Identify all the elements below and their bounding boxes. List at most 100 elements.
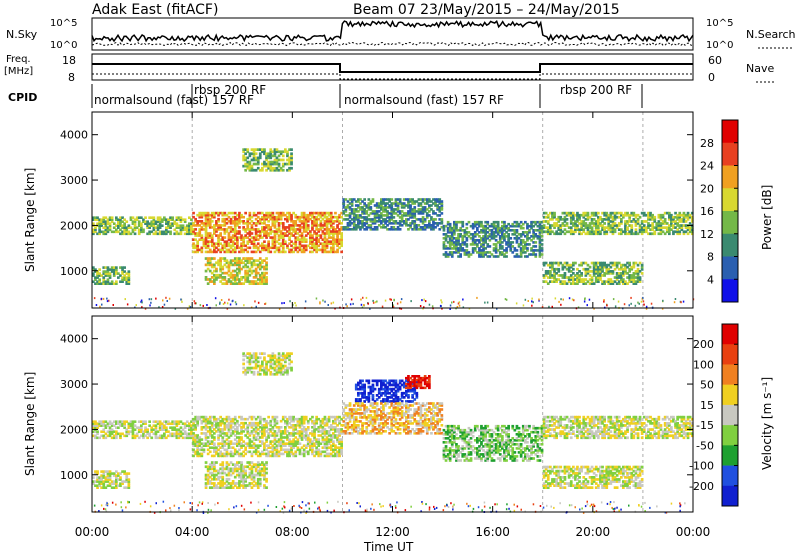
- power-echo-cell: [367, 198, 371, 201]
- power-echo-cell: [636, 272, 640, 275]
- power-echo-cell: [501, 247, 504, 250]
- power-echo-cell: [258, 230, 262, 233]
- power-echo-cell: [254, 230, 258, 233]
- power-echo-cell: [538, 222, 542, 226]
- power-echo-cell: [649, 218, 652, 221]
- power-echo-cell: [402, 198, 406, 201]
- power-scatter-cell: [451, 301, 453, 304]
- power-echo-cell: [284, 217, 287, 221]
- power-echo-cell: [273, 148, 277, 151]
- power-echo-cell: [158, 226, 162, 229]
- power-echo-cell: [409, 200, 412, 203]
- power-echo-cell: [461, 243, 465, 246]
- power-echo-cell: [377, 218, 381, 221]
- power-echo-cell: [190, 228, 193, 232]
- power-echo-cell: [219, 238, 222, 241]
- power-echo-cell: [261, 244, 264, 248]
- power-echo-cell: [265, 168, 268, 172]
- power-echo-cell: [599, 222, 602, 225]
- velocity-echo-cell: [104, 432, 108, 436]
- power-echo-cell: [304, 217, 308, 221]
- velocity-echo-cell: [210, 471, 214, 475]
- power-echo-cell: [423, 210, 427, 213]
- velocity-echo-cell: [321, 440, 325, 443]
- power-echo-cell: [480, 253, 483, 256]
- velocity-echo-cell: [102, 434, 106, 438]
- velocity-echo-cell: [265, 454, 268, 458]
- power-echo-cell: [231, 234, 235, 237]
- power-echo-cell: [665, 228, 669, 231]
- power-scatter-cell: [399, 301, 402, 304]
- power-echo-cell: [238, 267, 241, 271]
- power-echo-cell: [390, 222, 394, 225]
- velocity-echo-cell: [158, 436, 162, 440]
- velocity-echo-cell: [98, 424, 101, 427]
- power-echo-cell: [233, 224, 237, 227]
- power-echo-cell: [517, 237, 521, 240]
- power-echo-cell: [233, 246, 237, 250]
- power-echo-cell: [336, 244, 339, 248]
- power-echo-cell: [332, 234, 335, 237]
- power-echo-cell: [135, 216, 139, 219]
- power-echo-cell: [659, 230, 663, 234]
- velocity-echo-cell: [215, 448, 218, 452]
- velocity-echo-cell: [290, 442, 293, 445]
- power-echo-cell: [440, 204, 444, 207]
- power-echo-cell: [592, 232, 596, 236]
- velocity-echo-cell: [238, 436, 241, 439]
- velocity-echo-cell: [238, 444, 241, 447]
- velocity-echo-cell: [311, 440, 314, 443]
- power-echo-cell: [342, 202, 346, 205]
- velocity-echo-cell: [217, 434, 220, 437]
- power-scatter-cell: [642, 296, 644, 299]
- velocity-echo-cell: [206, 442, 210, 445]
- power-colorbar-swatch: [722, 211, 738, 235]
- power-echo-cell: [480, 222, 483, 226]
- velocity-echo-cell: [177, 422, 181, 425]
- power-echo-cell: [421, 218, 425, 221]
- velocity-echo-cell: [135, 432, 139, 436]
- power-echo-cell: [592, 218, 596, 221]
- velocity-echo-cell: [288, 452, 291, 456]
- power-echo-cell: [530, 235, 533, 238]
- power-echo-cell: [104, 272, 108, 275]
- power-echo-cell: [98, 224, 101, 227]
- power-echo-cell: [244, 162, 247, 166]
- velocity-echo-cell: [244, 448, 247, 452]
- velocity-echo-cell: [311, 442, 314, 445]
- power-echo-cell: [398, 198, 402, 201]
- power-echo-cell: [236, 257, 239, 260]
- velocity-echo-cell: [200, 426, 204, 429]
- power-echo-cell: [455, 222, 458, 226]
- power-echo-cell: [678, 218, 682, 221]
- power-echo-cell: [329, 248, 333, 252]
- velocity-echo-cell: [290, 419, 293, 423]
- power-scatter-cell: [372, 299, 374, 302]
- power-echo-cell: [390, 208, 394, 211]
- power-echo-cell: [519, 255, 523, 258]
- velocity-echo-cell: [102, 420, 106, 423]
- power-echo-cell: [121, 226, 124, 229]
- power-echo-cell: [94, 268, 97, 271]
- power-echo-cell: [450, 233, 454, 236]
- power-echo-cell: [626, 211, 629, 215]
- velocity-echo-cell: [273, 442, 277, 445]
- power-echo-cell: [248, 230, 252, 233]
- velocity-echo-cell: [171, 432, 174, 436]
- power-echo-cell: [204, 220, 208, 223]
- power-echo-cell: [265, 162, 268, 166]
- power-echo-cell: [359, 208, 362, 211]
- power-echo-cell: [578, 232, 581, 236]
- power-echo-cell: [271, 213, 275, 217]
- velocity-echo-cell: [290, 446, 293, 449]
- power-echo-cell: [304, 222, 308, 225]
- power-echo-cell: [275, 148, 279, 151]
- power-echo-cell: [271, 246, 275, 250]
- power-echo-cell: [544, 274, 548, 277]
- velocity-echo-cell: [290, 417, 293, 421]
- power-echo-cell: [288, 211, 291, 215]
- power-echo-cell: [486, 231, 490, 234]
- power-scatter-cell: [628, 304, 630, 307]
- power-echo-cell: [594, 228, 598, 231]
- power-echo-cell: [630, 280, 634, 283]
